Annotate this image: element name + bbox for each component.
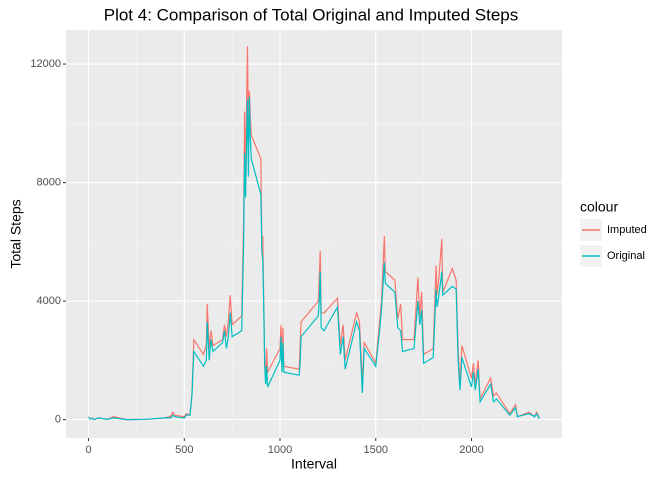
x-tick-label: 0	[85, 444, 91, 456]
chart-title: Plot 4: Comparison of Total Original and…	[104, 5, 519, 24]
legend-label: Imputed	[607, 224, 647, 236]
y-tick-label: 4000	[37, 295, 61, 307]
y-tick-label: 8000	[37, 176, 61, 188]
x-axis-label: Interval	[291, 456, 337, 472]
x-tick-label: 1000	[268, 444, 292, 456]
x-tick-label: 2000	[459, 444, 483, 456]
y-tick-label: 12000	[30, 58, 61, 70]
x-tick-label: 500	[175, 444, 193, 456]
y-axis-label: Total Steps	[8, 199, 24, 268]
legend-label: Original	[607, 250, 645, 262]
panel	[66, 30, 562, 438]
x-tick-label: 1500	[364, 444, 388, 456]
series-line	[88, 96, 540, 421]
series-line	[88, 46, 540, 421]
y-tick-label: 0	[55, 414, 61, 426]
legend-title: colour	[580, 199, 618, 215]
